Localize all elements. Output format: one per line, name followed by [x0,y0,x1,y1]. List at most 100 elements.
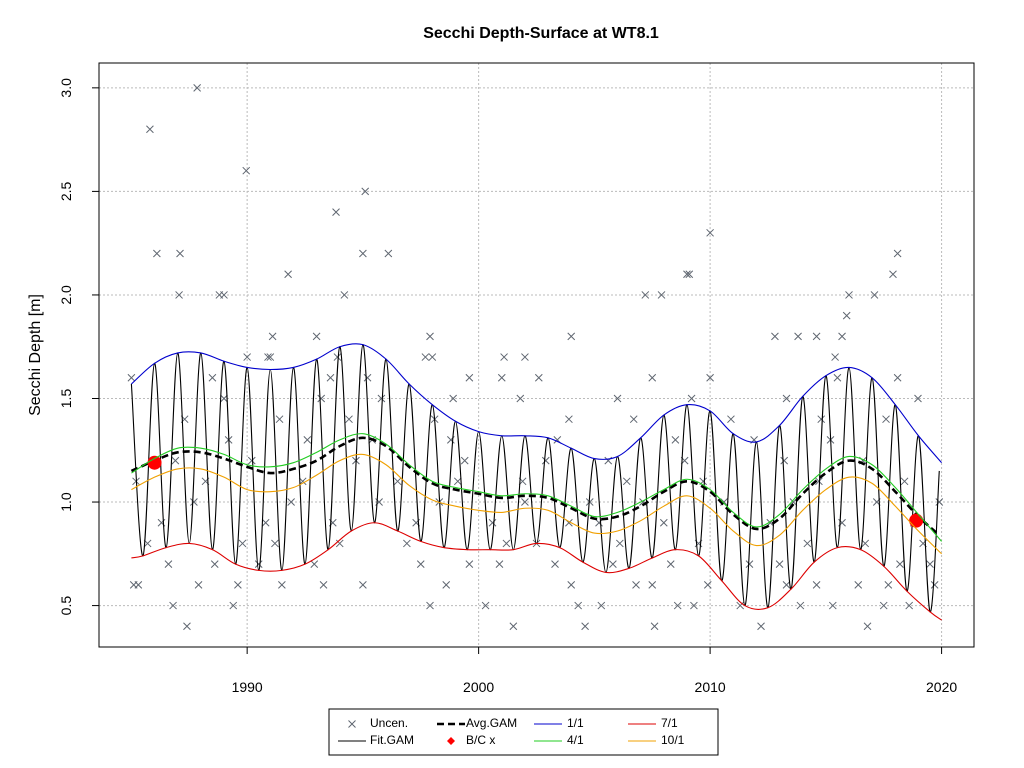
x-tick-label: 2000 [463,679,494,695]
point [326,373,335,382]
point [268,332,277,341]
point [632,581,640,589]
point [243,353,252,361]
point [706,373,714,382]
point [833,373,842,382]
point [359,581,367,589]
point [685,270,694,279]
point [812,332,821,341]
point [567,332,576,341]
y-axis-label: Secchi Depth [m] [27,294,44,416]
marks [127,83,944,631]
x-tick-label: 2010 [695,679,726,695]
point [502,539,511,548]
legend-label: Uncen. [370,716,408,730]
point [771,332,779,341]
point [275,415,284,424]
point [838,332,846,341]
point [879,601,888,610]
x-tick-label: 1990 [232,679,263,695]
legend-symbol [348,720,356,728]
point [261,518,270,527]
point [169,601,177,610]
chart-title: Secchi Depth-Surface at WT8.1 [423,25,659,42]
y-tick-label: 3.0 [58,78,74,98]
point [264,353,272,361]
x-tick-label: 2020 [926,679,957,695]
point [842,311,851,320]
point [727,415,735,424]
point [127,373,136,382]
point [335,539,344,548]
point [854,581,863,589]
point [332,208,340,216]
point [319,581,328,589]
point [641,291,650,299]
point [796,601,805,610]
point [175,291,183,299]
point [143,539,152,548]
point [384,249,393,258]
point [648,581,657,589]
point [312,332,321,341]
point [176,249,184,258]
point [317,394,326,403]
point [815,477,823,486]
point [509,622,518,631]
plot-frame [98,62,975,648]
point [220,394,228,403]
point [208,373,217,382]
y-tick-label: 1.5 [58,389,74,409]
point [345,415,353,424]
point [247,456,256,465]
point [271,539,279,548]
point [893,249,902,258]
point [147,455,162,470]
point [278,581,286,589]
point [284,270,292,279]
y-tick-label: 2.0 [58,285,74,305]
point [516,394,525,403]
y-tick-label: 2.5 [58,181,74,201]
point [551,560,559,569]
point [393,477,402,486]
point [194,581,203,589]
point [905,601,914,610]
point [266,353,275,361]
point [900,477,909,486]
point [229,601,238,610]
point [671,436,680,444]
point [359,249,367,258]
point [812,581,821,589]
point [817,415,826,424]
point [171,456,180,465]
line-series [130,436,941,537]
point [234,581,242,589]
point [914,394,922,403]
point [861,539,870,548]
point [190,498,198,506]
legend-label: 7/1 [661,716,678,730]
point [574,601,583,610]
point [541,456,550,465]
point [884,581,893,589]
point [909,513,924,528]
point [287,498,295,506]
point [453,477,462,486]
point [657,291,666,299]
point [613,394,622,403]
point [803,539,812,548]
point [333,353,342,361]
point [500,353,508,361]
point [736,601,745,610]
point [782,394,791,403]
point [183,622,191,631]
point [926,560,934,569]
legend-label: 1/1 [567,716,584,730]
point [153,249,161,258]
y-tick-label: 0.5 [58,596,74,616]
point [521,498,529,506]
line-series [131,433,943,542]
